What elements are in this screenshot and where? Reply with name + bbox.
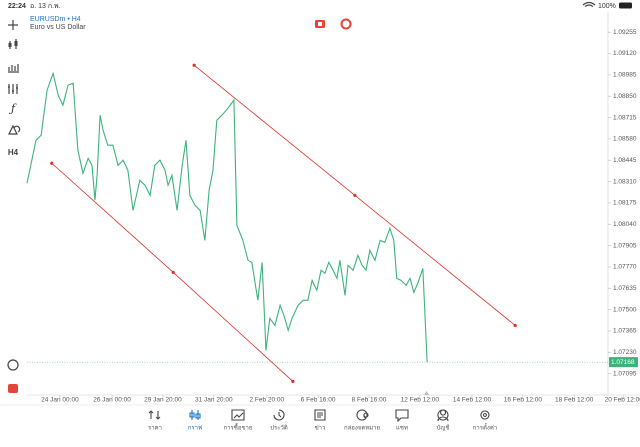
x-tick-label: 20 Feb 12:00 [605,397,640,404]
y-tick-label: 1.07635 [613,285,637,292]
y-tick-label: 1.07770 [613,264,637,271]
trend-point[interactable] [353,193,357,197]
status-time: 22:24 [8,3,26,10]
plot-area: 1.09255 1.09120 1.08985 1.08850 1.08715 1.085… [26,29,640,404]
x-tick-label: 31 Jan 20:00 [195,397,233,404]
tab-icon[interactable] [148,410,161,420]
x-tick-label: 24 Jan 00:00 [41,397,79,404]
symbol-description: Euro vs US Dollar [30,24,86,31]
status-date: อ. 13 ก.พ. [30,3,61,10]
candle-icon [8,43,12,47]
tab-label[interactable]: ราคา [148,425,162,432]
flag-icon-inner [318,22,322,26]
wifi-icon [582,1,596,7]
tab-label[interactable]: ประวัติ [270,425,288,432]
current-price-badge [609,357,638,368]
x-tick-label: 29 Jan 20:00 [144,397,182,404]
timeframe-button[interactable]: H4 [8,148,19,157]
y-tick-label: 1.08040 [613,221,637,228]
y-tick-label: 1.08985 [613,72,637,79]
y-tick-label: 1.08715 [613,114,637,121]
symbol-label: EURUSDm • H4 [30,16,81,23]
tab-label[interactable]: กล่องจดหมาย [344,425,380,432]
y-tick-label: 1.07365 [613,328,637,335]
tab-label[interactable]: กราฟ [188,425,202,432]
y-tick-label: 1.08310 [613,178,637,185]
x-tick-label: 16 Feb 12:00 [504,397,543,404]
trend-point[interactable] [171,270,175,274]
search-tool[interactable] [7,359,19,371]
x-tick-label: 12 Feb 12:00 [401,397,440,404]
tab-icon[interactable] [189,410,201,420]
trend-point[interactable] [192,63,196,67]
x-tick-label: 2 Feb 20:00 [249,397,284,404]
y-tick-label: 1.07500 [613,306,637,313]
candle-icon [14,41,18,46]
tab-label[interactable]: บัญชี [437,424,450,432]
tab-label[interactable]: ข่าว [315,425,326,432]
y-tick-label: 1.08850 [613,93,637,100]
battery-icon [619,2,632,9]
tab-icon[interactable] [480,410,490,420]
volume-tool[interactable] [8,64,19,73]
x-tick-label: 6 Feb 16:00 [301,397,336,404]
trend-point[interactable] [513,323,517,328]
tab-bar: ราคา กราฟ การซื้อขาย ประวัติ ข่าว กล่องจดหมาย… [148,409,497,432]
y-tick-label: 1.09120 [613,50,637,57]
toolbar: ƒ H4 [7,20,21,393]
y-tick-label: 1.08445 [613,157,637,164]
current-price-label: 1.07168 [611,359,635,366]
tab-label[interactable]: การตั้งค่า [473,422,497,432]
x-tick-label: 8 Feb 16:00 [352,397,387,404]
trade-tool[interactable] [8,384,18,393]
function-tool[interactable]: ƒ [8,102,17,115]
tab-icon[interactable] [437,409,449,422]
y-tick-label: 1.07095 [613,370,637,377]
tab-icon[interactable] [273,409,285,421]
x-tick-label: 18 Feb 12:00 [555,397,594,404]
battery-percent: 100% [598,3,616,10]
price-line [26,71,428,363]
tab-icon[interactable] [314,409,326,421]
tab-label[interactable]: แชท [396,425,408,432]
indicators-tool[interactable] [8,84,18,94]
time-marker [424,391,429,395]
y-tick-label: 1.07230 [613,349,637,356]
trend-point[interactable] [291,379,295,384]
crosshair-tool[interactable] [8,20,18,30]
tab-icon[interactable] [231,409,245,421]
signal-icon[interactable] [340,18,352,30]
trend-point[interactable] [50,161,54,165]
x-tick-label: 14 Feb 12:00 [453,397,492,404]
objects-tool[interactable] [8,124,21,135]
y-tick-label: 1.07905 [613,242,637,249]
tab-icon[interactable] [395,409,409,423]
y-tick-label: 1.09255 [613,29,637,36]
tab-label[interactable]: การซื้อขาย [224,422,253,432]
x-tick-label: 26 Jan 00:00 [93,397,131,404]
tab-icon[interactable] [356,409,369,421]
y-tick-label: 1.08580 [613,136,637,143]
y-tick-label: 1.08175 [613,200,637,207]
